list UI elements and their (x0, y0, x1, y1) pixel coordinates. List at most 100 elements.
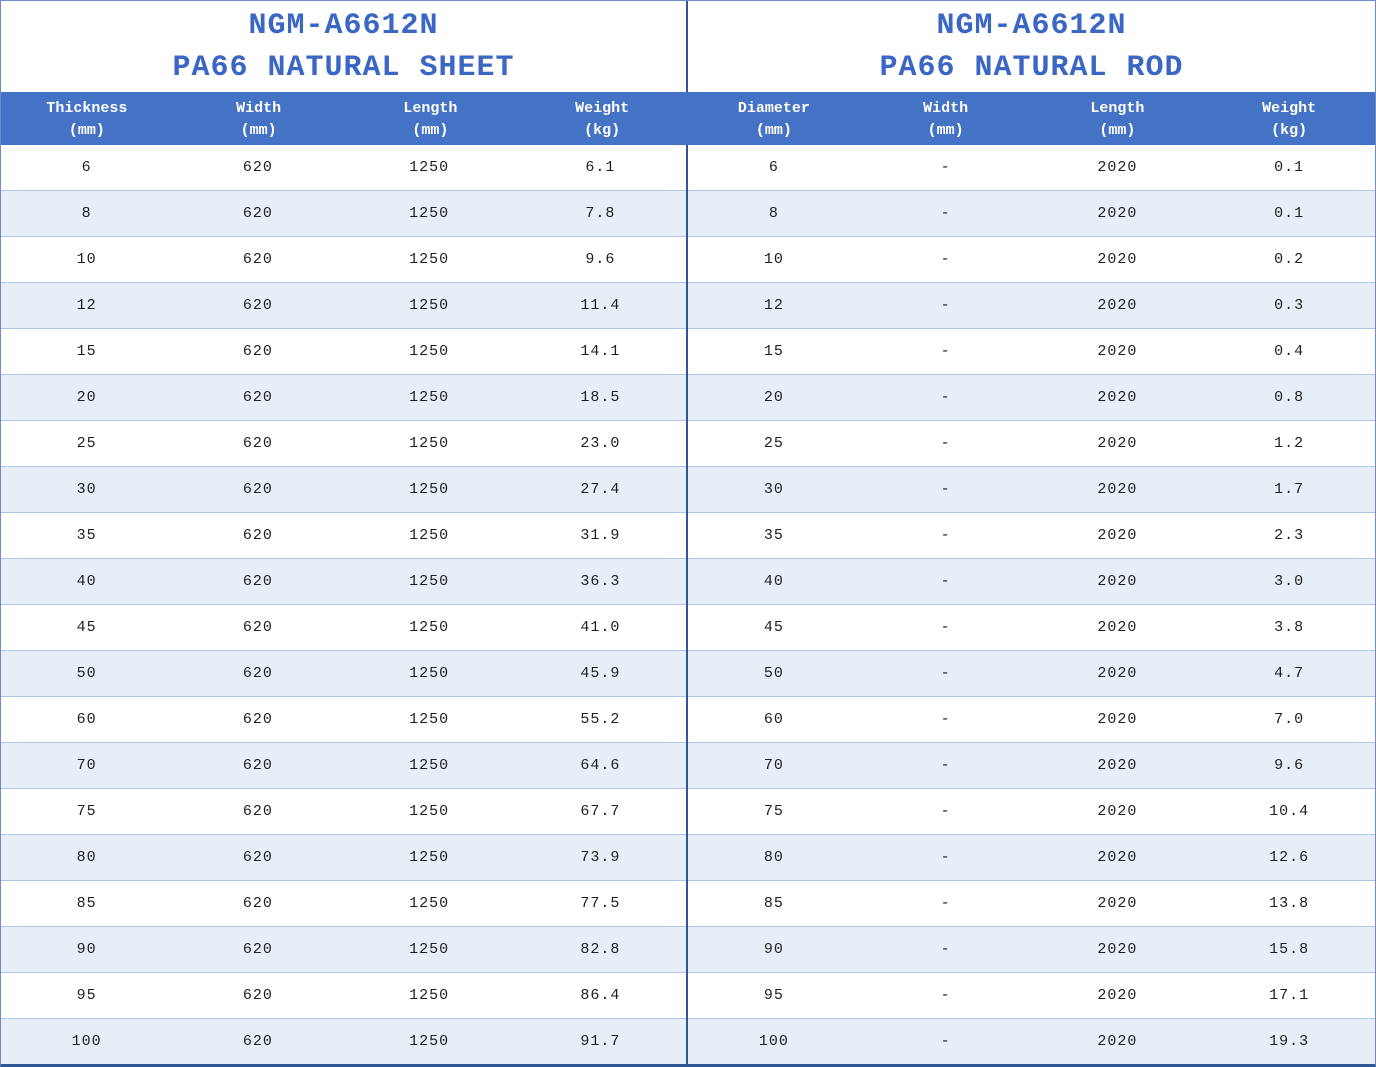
table-cell: 10.4 (1269, 803, 1310, 820)
table-cell: 2020 (1097, 987, 1138, 1004)
table-cell: 2020 (1097, 941, 1138, 958)
sheet-title-line2: PA66 NATURAL SHEET (172, 50, 515, 85)
table-cell: 15 (76, 343, 97, 360)
table-row: 35 620 1250 31.9 (1, 512, 686, 558)
table-cell: 1.2 (1274, 435, 1305, 452)
sheet-title-line1: NGM-A6612N (248, 8, 439, 43)
table-row: 35 - 2020 2.3 (688, 512, 1375, 558)
sheet-table-body: 6 620 1250 6.1 8 620 1250 7.8 10 620 1250 9.6 12 620 1… (1, 145, 688, 1064)
table-cell: 2020 (1097, 435, 1138, 452)
table-cell: 620 (242, 849, 273, 866)
table-row: 85 620 1250 77.5 (1, 880, 686, 926)
column-unit: (mm) (927, 121, 964, 139)
table-cell: 25 (763, 435, 784, 452)
table-cell: 35 (76, 527, 97, 544)
table-cell: 27.4 (580, 481, 621, 498)
table-row: 25 - 2020 1.2 (688, 420, 1375, 466)
table-cell: 1250 (409, 527, 450, 544)
rod-table-body: 6 - 2020 0.1 8 - 2020 0.1 10 - 2020 0.2 12 - 2020 0.3 15… (688, 145, 1375, 1064)
column-header-length: Length (mm) (345, 96, 517, 142)
table-cell: 620 (242, 573, 273, 590)
table-cell: 1250 (409, 803, 450, 820)
column-label: Width (923, 99, 969, 117)
table-cell: 90 (76, 941, 97, 958)
sheet-table-title: NGM-A6612N PA66 NATURAL SHEET (1, 1, 688, 92)
rod-table-header: Diameter (mm) Width (mm) Length (mm) Wei… (688, 92, 1375, 145)
table-cell: 7.8 (585, 205, 616, 222)
table-cell: 620 (242, 665, 273, 682)
table-row: 8 - 2020 0.1 (688, 190, 1375, 236)
table-cell: 620 (242, 205, 273, 222)
table-cell: 1250 (409, 343, 450, 360)
table-cell: 25 (76, 435, 97, 452)
table-row: 70 - 2020 9.6 (688, 742, 1375, 788)
table-cell: 15.8 (1269, 941, 1310, 958)
table-cell: 2.3 (1274, 527, 1305, 544)
table-cell: 2020 (1097, 343, 1138, 360)
table-cell: 8 (81, 205, 92, 222)
table-cell: - (940, 1033, 951, 1050)
table-cell: - (940, 389, 951, 406)
table-cell: 2020 (1097, 711, 1138, 728)
table-cell: 6.1 (585, 159, 616, 176)
table-cell: 2020 (1097, 205, 1138, 222)
table-cell: 20 (76, 389, 97, 406)
table-row: 20 620 1250 18.5 (1, 374, 686, 420)
table-cell: 70 (76, 757, 97, 774)
table-cell: 45 (76, 619, 97, 636)
sheet-table-header: Thickness (mm) Width (mm) Length (mm) We… (1, 92, 688, 145)
table-cell: 2020 (1097, 895, 1138, 912)
table-cell: 18.5 (580, 389, 621, 406)
table-cell: - (940, 665, 951, 682)
table-cell: 30 (763, 481, 784, 498)
table-row: 100 - 2020 19.3 (688, 1018, 1375, 1064)
table-cell: 12 (76, 297, 97, 314)
column-label: Length (1090, 99, 1145, 117)
table-row: 6 - 2020 0.1 (688, 145, 1375, 190)
table-cell: 1250 (409, 297, 450, 314)
column-header-width: Width (mm) (860, 96, 1032, 142)
table-cell: 620 (242, 343, 273, 360)
rod-table-title: NGM-A6612N PA66 NATURAL ROD (688, 1, 1375, 92)
table-cell: 0.1 (1274, 159, 1305, 176)
table-cell: 85 (76, 895, 97, 912)
table-cell: 13.8 (1269, 895, 1310, 912)
column-header-weight: Weight (kg) (516, 96, 688, 142)
table-cell: - (940, 159, 951, 176)
column-unit: (mm) (68, 121, 105, 139)
table-cell: 64.6 (580, 757, 621, 774)
table-cell: - (940, 895, 951, 912)
table-cell: 1250 (409, 619, 450, 636)
table-cell: - (940, 343, 951, 360)
table-row: 70 620 1250 64.6 (1, 742, 686, 788)
table-cell: 77.5 (580, 895, 621, 912)
table-row: 50 - 2020 4.7 (688, 650, 1375, 696)
table-row: 10 620 1250 9.6 (1, 236, 686, 282)
table-cell: - (940, 481, 951, 498)
table-cell: 6 (768, 159, 779, 176)
table-cell: - (940, 849, 951, 866)
table-cell: 2020 (1097, 159, 1138, 176)
table-cell: 100 (758, 1033, 789, 1050)
table-cell: 17.1 (1269, 987, 1310, 1004)
table-cell: 1250 (409, 757, 450, 774)
rod-title-line2: PA66 NATURAL ROD (879, 50, 1184, 85)
table-row: 20 - 2020 0.8 (688, 374, 1375, 420)
table-row: 40 620 1250 36.3 (1, 558, 686, 604)
table-row: 15 - 2020 0.4 (688, 328, 1375, 374)
table-cell: 41.0 (580, 619, 621, 636)
table-row: 50 620 1250 45.9 (1, 650, 686, 696)
table-row: 25 620 1250 23.0 (1, 420, 686, 466)
table-cell: 2020 (1097, 297, 1138, 314)
table-cell: 1250 (409, 481, 450, 498)
table-row: 12 620 1250 11.4 (1, 282, 686, 328)
table-cell: 36.3 (580, 573, 621, 590)
table-cell: - (940, 757, 951, 774)
table-row: 80 - 2020 12.6 (688, 834, 1375, 880)
table-cell: - (940, 711, 951, 728)
table-cell: 2020 (1097, 757, 1138, 774)
table-cell: 95 (76, 987, 97, 1004)
table-row: 100 620 1250 91.7 (1, 1018, 686, 1064)
table-cell: 23.0 (580, 435, 621, 452)
table-cell: 620 (242, 619, 273, 636)
